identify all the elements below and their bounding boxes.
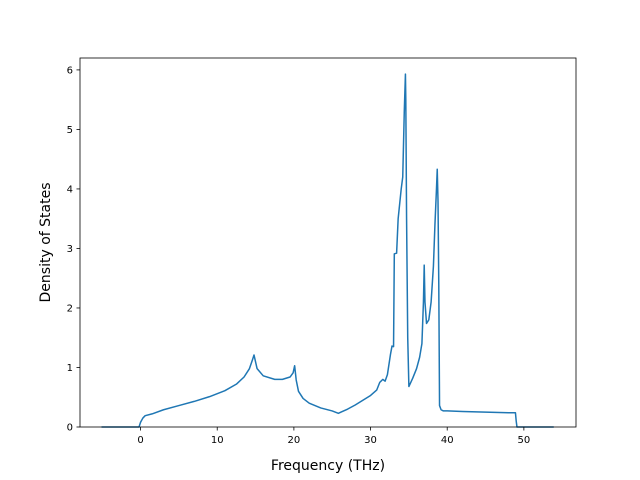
x-tick-label: 30 [364,435,377,446]
y-tick-label: 4 [67,185,73,196]
y-tick-label: 5 [67,125,73,136]
ticks-layer: 0 10 20 30 40 50 0 1 2 3 4 5 6 [67,66,531,446]
y-tick-label: 0 [67,423,73,434]
x-axis-label: Frequency (THz) [271,458,385,474]
y-tick-label: 6 [67,66,73,77]
x-tick-label: 0 [137,435,143,446]
series-line-0 [101,73,554,428]
y-tick-label: 1 [67,363,73,374]
plot-layer [101,73,554,428]
x-tick-label: 10 [211,435,224,446]
y-tick-label: 2 [67,304,73,315]
x-tick-label: 50 [518,435,531,446]
x-tick-label: 20 [288,435,301,446]
y-tick-label: 3 [67,244,73,255]
x-tick-label: 40 [441,435,454,446]
plot-frame [79,57,577,428]
y-axis-label: Density of States [38,183,54,303]
